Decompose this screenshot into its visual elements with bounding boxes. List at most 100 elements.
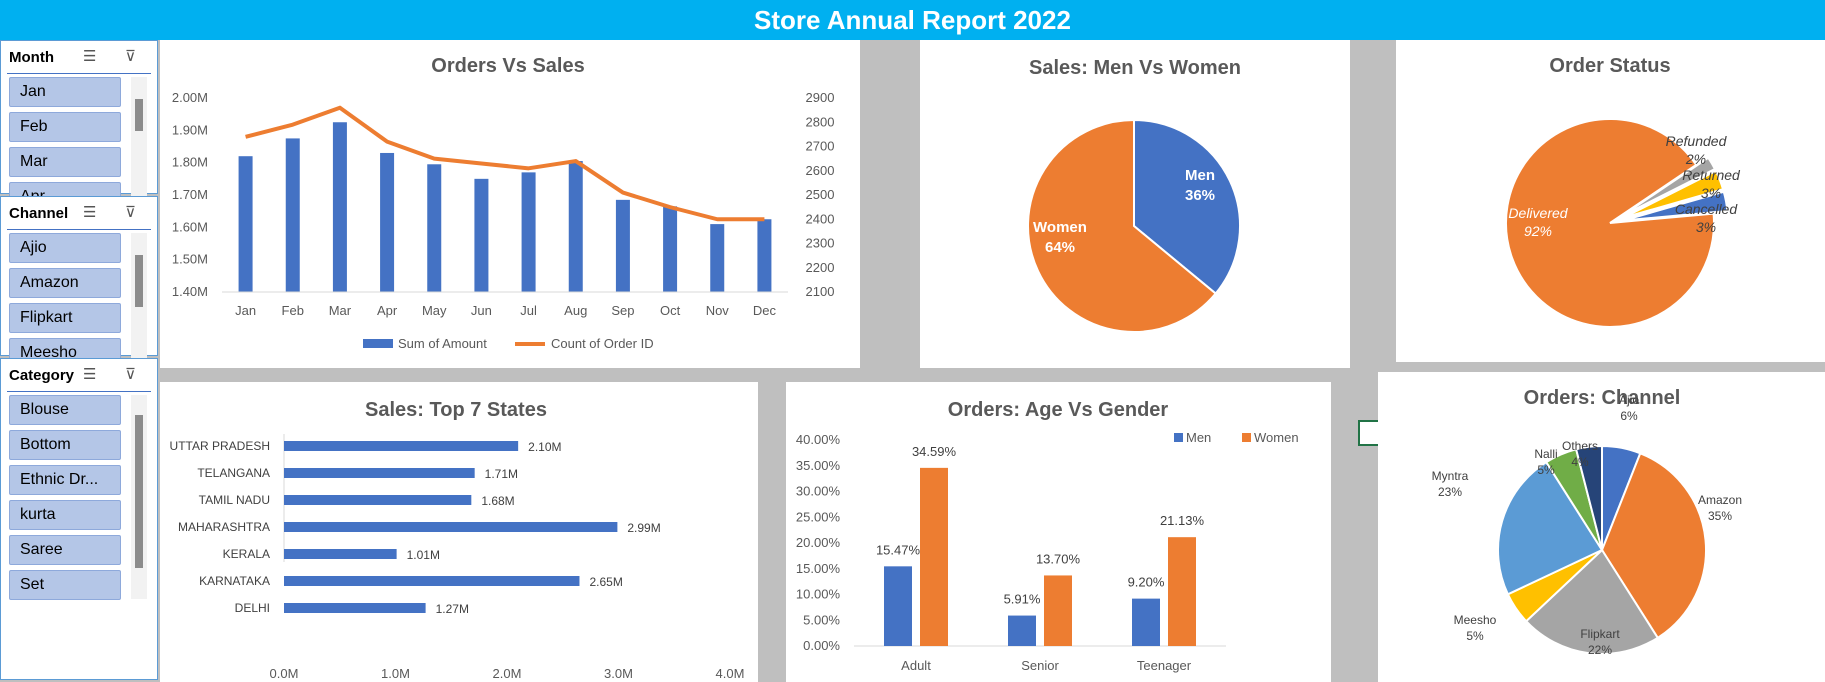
right-axis-tick: 2700 <box>806 139 835 154</box>
slice-value: 22% <box>1588 643 1612 657</box>
pie-slice-refunded <box>1621 156 1717 217</box>
pie-slice-men <box>1133 118 1241 295</box>
slice-label: Myntra <box>1432 469 1469 483</box>
bar-data-label: 34.59% <box>912 444 957 459</box>
y-axis-tick: 35.00% <box>796 458 841 473</box>
slicer-item[interactable]: Flipkart <box>9 303 121 333</box>
slice-value: 64% <box>1045 239 1075 256</box>
amount-bar <box>285 138 300 292</box>
pie-slice-amazon <box>1600 452 1707 640</box>
state-bar <box>284 495 472 505</box>
state-bar <box>284 549 397 559</box>
pie-slice-returned <box>1622 169 1725 219</box>
chart-title: Orders Vs Sales <box>431 55 584 77</box>
slicer-item[interactable]: Blouse <box>9 395 121 425</box>
bar-data-label: 15.47% <box>876 542 921 557</box>
clear-filter-icon[interactable]: ⊽ <box>125 48 136 65</box>
slice-group <box>1623 190 1729 222</box>
x-axis-tick: Jan <box>235 303 256 318</box>
slice-group <box>1621 156 1717 217</box>
x-axis-tick: 0.0M <box>270 666 299 681</box>
slicer-scrollbar[interactable] <box>131 233 147 367</box>
scrollbar-thumb[interactable] <box>135 415 143 568</box>
x-axis-tick: Sep <box>611 303 634 318</box>
right-axis-tick: 2500 <box>806 187 835 202</box>
age-bar-women <box>1044 575 1072 646</box>
slice-label: Meesho <box>1454 613 1497 627</box>
slicer-item[interactable]: Ethnic Dr... <box>9 465 121 495</box>
slicer-item[interactable]: kurta <box>9 500 121 530</box>
bar-data-label: 1.27M <box>436 602 469 616</box>
age-bar-men <box>884 566 912 646</box>
x-axis-tick: 3.0M <box>604 666 633 681</box>
slicer-item[interactable]: Ajio <box>9 233 121 263</box>
slicer-item[interactable]: Feb <box>9 112 121 142</box>
slicer-item[interactable]: Mar <box>9 147 121 177</box>
x-axis-tick: Teenager <box>1137 658 1192 673</box>
slicer-scrollbar[interactable] <box>131 77 147 211</box>
slicer-header: Month <box>9 49 54 66</box>
slicer-item[interactable]: Bottom <box>9 430 121 460</box>
age-bar-men <box>1132 598 1160 646</box>
chart-title: Sales: Men Vs Women <box>1029 57 1241 79</box>
order-status-panel: Order Status Delivered 92% Refunded 2% Return… <box>1396 40 1825 362</box>
left-axis-tick: 1.90M <box>172 122 208 137</box>
bar-data-label: 1.71M <box>485 467 518 481</box>
x-axis-tick: Feb <box>282 303 304 318</box>
right-axis-tick: 2400 <box>806 211 835 226</box>
x-axis-tick: Aug <box>564 303 587 318</box>
y-axis-tick: 20.00% <box>796 535 841 550</box>
amount-bar <box>568 161 583 292</box>
y-axis-tick: DELHI <box>235 601 270 615</box>
legend-label: Men <box>1186 430 1211 445</box>
y-axis-tick: TELANGANA <box>197 466 270 480</box>
x-axis-tick: Adult <box>901 658 931 673</box>
bar-data-label: 1.01M <box>407 548 440 562</box>
slice-label: Delivered <box>1508 205 1568 221</box>
x-axis-tick: Nov <box>706 303 730 318</box>
multi-select-icon[interactable]: ☰ <box>83 48 97 65</box>
y-axis-tick: TAMIL NADU <box>199 493 270 507</box>
multi-select-icon[interactable]: ☰ <box>83 366 97 383</box>
selected-cell[interactable] <box>1358 420 1380 446</box>
bar-data-label: 21.13% <box>1160 513 1205 528</box>
clear-filter-icon[interactable]: ⊽ <box>125 366 136 383</box>
slicer-item[interactable]: Set <box>9 570 121 600</box>
order-count-line <box>245 105 765 222</box>
y-axis-tick: 10.00% <box>796 587 841 602</box>
slicer-item[interactable]: Saree <box>9 535 121 565</box>
x-axis-tick: Mar <box>329 303 352 318</box>
slice-value: 5% <box>1537 463 1555 477</box>
orders-vs-sales-panel: Orders Vs Sales 1.40M 1.50M 1.60M 1.70M 1.80M… <box>160 40 860 368</box>
left-axis-tick: 1.50M <box>172 252 208 267</box>
x-axis-tick: 1.0M <box>381 666 410 681</box>
pie-slice-flipkart <box>1524 548 1660 655</box>
right-axis-tick: 2200 <box>806 260 835 275</box>
y-axis-tick: 15.00% <box>796 561 841 576</box>
multi-select-icon[interactable]: ☰ <box>83 204 97 221</box>
slice-value: 35% <box>1708 509 1732 523</box>
x-axis-tick: Oct <box>660 303 681 318</box>
scrollbar-thumb[interactable] <box>135 99 143 131</box>
slice-value: 6% <box>1620 409 1638 423</box>
x-axis-tick: Jun <box>471 303 492 318</box>
bar-data-label: 9.20% <box>1128 575 1165 590</box>
legend-swatch <box>1242 433 1251 442</box>
scrollbar-thumb[interactable] <box>135 255 143 307</box>
slice-value: 4% <box>1571 455 1589 469</box>
slicer-scrollbar[interactable] <box>131 395 147 599</box>
orders-channel-panel: Orders: Channel Ajio 6% Amazon 35% Flipkart 22… <box>1378 372 1825 682</box>
pie-slice-cancelled <box>1623 190 1729 222</box>
y-axis-tick: KERALA <box>223 547 270 561</box>
amount-bar <box>663 206 678 292</box>
x-axis-tick: 4.0M <box>716 666 745 681</box>
slice-label: Flipkart <box>1580 627 1620 641</box>
left-axis-tick: 1.40M <box>172 284 208 299</box>
age-vs-gender-chart: Orders: Age Vs Gender 0.00% 5.00% 10.00% 15.… <box>796 399 1299 673</box>
y-axis-tick: 25.00% <box>796 509 841 524</box>
slice-value: 3% <box>1701 185 1721 201</box>
slicer-item[interactable]: Jan <box>9 77 121 107</box>
clear-filter-icon[interactable]: ⊽ <box>125 204 136 221</box>
slicer-item[interactable]: Amazon <box>9 268 121 298</box>
right-axis-tick: 2100 <box>806 284 835 299</box>
